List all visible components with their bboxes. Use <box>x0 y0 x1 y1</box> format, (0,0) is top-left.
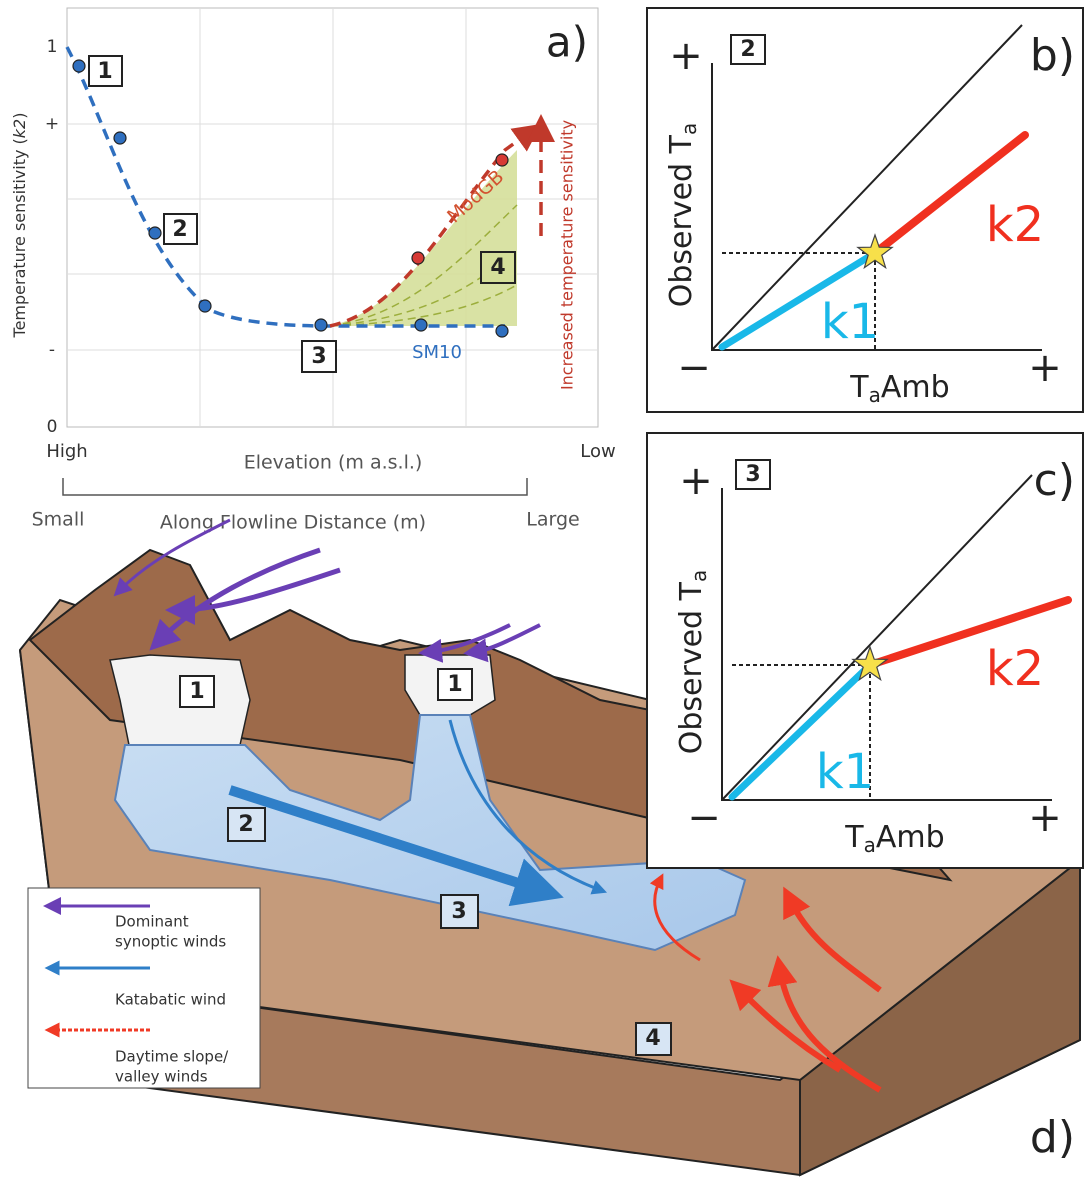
arrow-label: Increased temperature sensitivity <box>558 120 577 390</box>
label-part: T <box>844 820 864 855</box>
panel-label: b) <box>1030 30 1075 81</box>
legend-label: Katabatic wind <box>115 991 226 1009</box>
figure: 1 + - 0 Temperature sensitivity (k2) 1 2… <box>0 0 1086 1180</box>
label-part: Temperature sensitivity ( <box>10 138 29 338</box>
box-label: 3 <box>745 462 760 487</box>
label-part: Amb <box>881 370 950 405</box>
box-label: 1 <box>447 672 462 697</box>
y-axis-label: Observed Ta <box>664 123 701 307</box>
point <box>412 252 424 264</box>
legend-label: Dominant <box>115 913 189 931</box>
x-axis-label: TaAmb <box>849 370 949 407</box>
box-label: 3 <box>451 899 466 924</box>
legend-label: valley winds <box>115 1068 208 1086</box>
k2-label: k2 <box>986 641 1044 697</box>
point <box>496 154 508 166</box>
k2-label: k2 <box>986 197 1044 253</box>
y-tick-label: - <box>49 340 55 360</box>
x-right-label: Low <box>580 441 615 462</box>
box-label: 1 <box>97 59 112 84</box>
y-plus: + <box>679 458 713 504</box>
bracket <box>63 478 527 495</box>
label-part: a <box>687 570 711 582</box>
box-label: 3 <box>311 344 326 369</box>
label-part: a <box>677 123 701 135</box>
y-plus: + <box>669 33 703 79</box>
bracket-right: Large <box>526 509 579 531</box>
y-axis-label: Observed Ta <box>674 570 711 754</box>
bracket-left: Small <box>32 509 85 531</box>
y-tick-label: 1 <box>47 37 58 57</box>
point <box>73 60 85 72</box>
point <box>415 319 427 331</box>
y-tick-label: 0 <box>47 417 58 437</box>
sm10-label: SM10 <box>412 342 462 363</box>
box-label: 2 <box>740 37 755 62</box>
point <box>149 227 161 239</box>
legend-label: synoptic winds <box>115 933 226 951</box>
panel-label: a) <box>546 18 588 67</box>
point <box>496 325 508 337</box>
panel-label: d) <box>1030 1112 1075 1163</box>
panel-a: 1 + - 0 Temperature sensitivity (k2) 1 2… <box>10 8 616 534</box>
x-axis-label: TaAmb <box>844 820 944 857</box>
k1-label: k1 <box>821 294 879 350</box>
y-axis-label: Temperature sensitivity (k2) <box>10 113 29 339</box>
legend-label: Daytime slope/ <box>115 1048 229 1066</box>
box-label: 4 <box>645 1026 660 1051</box>
label-part: Observed T <box>664 134 699 307</box>
x-axis-label: Elevation (m a.s.l.) <box>244 452 423 474</box>
label-part: a <box>864 833 876 857</box>
point <box>114 132 126 144</box>
label-part: a <box>869 383 881 407</box>
point <box>199 300 211 312</box>
point <box>315 319 327 331</box>
box-label: 1 <box>189 679 204 704</box>
bracket-label: Along Flowline Distance (m) <box>160 512 426 534</box>
panel-label: c) <box>1034 455 1075 506</box>
box-label: 4 <box>490 255 505 280</box>
x-left-label: High <box>46 441 87 462</box>
label-part: Observed T <box>674 581 709 754</box>
label-part: T <box>849 370 869 405</box>
box-label: 2 <box>172 217 187 242</box>
x-plus: + <box>1028 345 1062 391</box>
label-part: k2 <box>10 119 29 138</box>
y-tick-label: + <box>45 114 59 134</box>
label-part: Amb <box>876 820 945 855</box>
x-minus: − <box>687 795 721 841</box>
x-minus: − <box>677 345 711 391</box>
x-plus: + <box>1028 795 1062 841</box>
k1-label: k1 <box>816 744 874 800</box>
label-part: ) <box>10 113 29 119</box>
box-label: 2 <box>238 812 253 837</box>
